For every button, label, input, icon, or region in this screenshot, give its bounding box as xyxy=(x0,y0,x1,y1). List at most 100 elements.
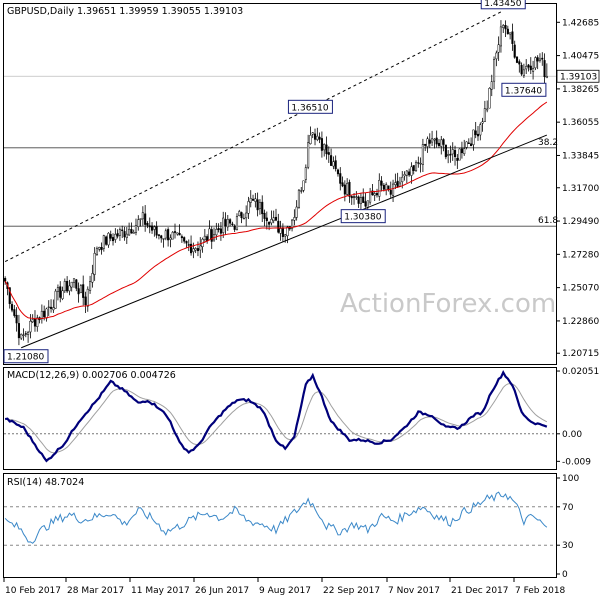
candle-body xyxy=(56,287,59,292)
swing-label: 1.30380 xyxy=(344,213,381,223)
candle-body xyxy=(169,237,172,240)
current-price-label: 1.39103 xyxy=(560,72,597,82)
candle-body xyxy=(61,290,64,300)
channel-lower-trendline xyxy=(21,134,548,349)
price-y-tick-label: 1.29490 xyxy=(562,217,599,227)
price-y-tick-label: 1.25070 xyxy=(562,284,599,294)
candle-body xyxy=(217,228,220,231)
candle-body xyxy=(435,137,438,145)
candle-body xyxy=(493,59,496,82)
candle-body xyxy=(251,198,255,201)
x-tick-label: 22 Sep 2017 xyxy=(323,586,380,596)
fib-level-label: 61.8 xyxy=(538,216,558,226)
candle-body xyxy=(10,304,14,311)
candle-body xyxy=(476,133,480,137)
candle-body xyxy=(385,184,388,190)
candle-body xyxy=(313,133,317,140)
candle-body xyxy=(378,179,381,197)
candle-body xyxy=(300,190,303,192)
candle-body xyxy=(162,238,165,240)
candle-body xyxy=(410,166,413,176)
candle-body xyxy=(40,310,43,320)
candle-body xyxy=(382,184,385,190)
candle-body xyxy=(15,314,18,324)
candle-body xyxy=(447,154,450,157)
candle-body xyxy=(281,227,284,237)
candle-body xyxy=(355,196,358,198)
candle-body xyxy=(339,173,342,184)
candle-body xyxy=(538,58,542,61)
candle-body xyxy=(453,150,457,158)
macd-y-tick-label: 0.02051 xyxy=(562,367,599,377)
candle-body xyxy=(164,230,167,239)
candle-body xyxy=(398,182,401,187)
candle-body xyxy=(405,170,408,176)
candle-body xyxy=(171,231,174,240)
candle-body xyxy=(43,310,46,318)
candle-body xyxy=(109,234,112,239)
candle-body xyxy=(362,196,365,203)
swing-label-box xyxy=(3,349,49,364)
candle-body xyxy=(31,319,34,323)
candle-body xyxy=(437,142,441,146)
candle-body xyxy=(141,212,144,220)
price-y-tick-label: 1.20715 xyxy=(562,349,599,359)
candle-body xyxy=(63,281,66,292)
rsi-panel-frame xyxy=(3,473,557,578)
candle-body xyxy=(107,232,110,246)
candle-body xyxy=(254,198,257,202)
candle-body xyxy=(139,218,142,220)
candle-body xyxy=(451,149,454,155)
macd-signal-line xyxy=(5,383,548,454)
candle-body xyxy=(366,200,369,208)
candle-body xyxy=(226,218,229,228)
candle-body xyxy=(82,284,85,298)
candle-body xyxy=(22,334,25,336)
candle-body xyxy=(235,216,239,230)
candle-body xyxy=(504,25,507,30)
rsi-y-tick-label: 30 xyxy=(562,541,574,551)
candle-body xyxy=(460,148,463,154)
x-tick-label: 21 Dec 2017 xyxy=(451,586,509,596)
candle-body xyxy=(148,225,151,228)
candle-body xyxy=(105,236,108,245)
candle-body xyxy=(183,237,186,242)
candle-body xyxy=(490,81,493,90)
candle-body xyxy=(75,279,78,289)
candle-body xyxy=(93,252,96,275)
candle-body xyxy=(180,236,183,239)
candle-body xyxy=(229,219,232,224)
candle-body xyxy=(371,190,374,196)
candle-body xyxy=(176,232,179,235)
candle-body xyxy=(330,155,333,166)
candle-body xyxy=(541,57,544,60)
x-axis: 10 Feb 2017 28 Mar 2017 11 May 2017 26 Jun … xyxy=(3,578,566,596)
candle-body xyxy=(295,206,298,218)
candle-body xyxy=(440,139,443,147)
price-y-tick-label: 1.22860 xyxy=(562,317,599,327)
candle-body xyxy=(309,135,312,145)
candle-body xyxy=(111,237,115,242)
candle-body xyxy=(20,333,23,339)
x-tick-label: 26 Jun 2017 xyxy=(195,586,249,596)
candle-body xyxy=(511,31,514,44)
candle-body xyxy=(350,196,353,199)
candle-body xyxy=(426,138,429,147)
candle-body xyxy=(116,233,119,237)
candle-body xyxy=(91,273,94,283)
price-y-tick-label: 1.27280 xyxy=(562,250,599,260)
candle-body xyxy=(536,57,539,62)
candle-body xyxy=(100,247,103,251)
candle-body xyxy=(178,233,181,236)
macd-line xyxy=(4,369,548,463)
candle-body xyxy=(284,234,287,237)
swing-label-box xyxy=(287,99,333,114)
candle-body xyxy=(95,248,99,255)
candle-body xyxy=(123,231,126,238)
candle-body xyxy=(412,165,415,171)
candle-body xyxy=(433,138,436,141)
candle-body xyxy=(348,181,351,197)
candle-body xyxy=(102,235,105,249)
candle-body xyxy=(199,245,202,251)
